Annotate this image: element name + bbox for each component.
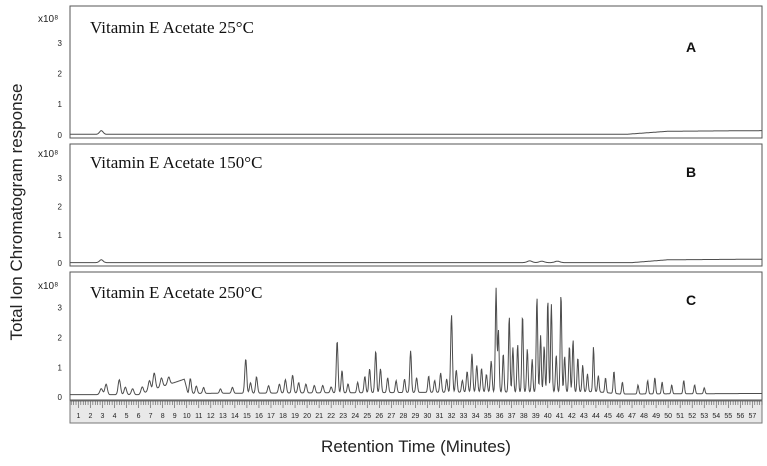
- x-tick-label: 20: [303, 413, 311, 420]
- x-tick-label: 19: [291, 413, 299, 420]
- panel-a-letter: A: [686, 39, 696, 55]
- y-axis-title: Total Ion Chromatogram response: [7, 83, 26, 340]
- panel-b-y-multiplier: x10⁸: [38, 149, 58, 160]
- x-tick-label: 15: [243, 413, 251, 420]
- y-tick-label: 3: [58, 304, 63, 313]
- panel-c-letter: C: [686, 292, 696, 308]
- x-tick-label: 35: [484, 413, 492, 420]
- x-tick-label: 26: [375, 413, 383, 420]
- x-tick-label: 48: [640, 413, 648, 420]
- x-tick-label: 21: [315, 413, 323, 420]
- x-tick-label: 6: [137, 413, 141, 420]
- panel-c-title: Vitamin E Acetate 250°C: [90, 283, 262, 302]
- x-tick-label: 43: [580, 413, 588, 420]
- x-tick-label: 41: [556, 413, 564, 420]
- panel-a-y-ticks: 0 1 2 3: [58, 39, 63, 140]
- x-tick-label: 33: [460, 413, 468, 420]
- x-tick-label: 53: [700, 413, 708, 420]
- panel-a-title: Vitamin E Acetate 25°C: [90, 18, 254, 37]
- x-tick-label: 54: [712, 413, 720, 420]
- panel-c-frame: [69, 271, 763, 401]
- x-tick-label: 55: [724, 413, 732, 420]
- x-tick-label: 8: [161, 413, 165, 420]
- x-tick-label: 1: [76, 413, 80, 420]
- y-tick-label: 1: [58, 231, 63, 240]
- x-tick-label: 50: [664, 413, 672, 420]
- x-tick-label: 57: [748, 413, 756, 420]
- x-axis-minor-ticks: [70, 401, 763, 408]
- x-tick-label: 36: [496, 413, 504, 420]
- y-tick-label: 1: [58, 363, 63, 372]
- x-tick-label: 7: [149, 413, 153, 420]
- x-tick-label: 16: [255, 413, 263, 420]
- x-tick-label: 37: [508, 413, 516, 420]
- x-axis: 1 2 3 4 5 6 7 8 9 10 11 12 13 14 15 16 17 18 19 20 21 22 23 24 2…: [69, 400, 763, 424]
- x-tick-label: 51: [676, 413, 684, 420]
- x-tick-label: 39: [532, 413, 540, 420]
- y-tick-label: 2: [58, 70, 63, 79]
- x-tick-label: 45: [604, 413, 612, 420]
- x-axis-tick-labels: 1 2 3 4 5 6 7 8 9 10 11 12 13 14 15 16 17 18 19 20 21 22 23 24 2…: [76, 413, 756, 420]
- x-tick-label: 14: [231, 413, 239, 420]
- y-tick-label: 1: [58, 100, 63, 109]
- x-tick-label: 28: [399, 413, 407, 420]
- y-tick-label: 0: [58, 393, 63, 402]
- x-tick-label: 47: [628, 413, 636, 420]
- x-tick-label: 29: [411, 413, 419, 420]
- x-tick-label: 32: [448, 413, 456, 420]
- y-tick-label: 3: [58, 174, 63, 183]
- panel-b-trace: [70, 258, 762, 264]
- x-tick-label: 52: [688, 413, 696, 420]
- panel-c: 0 1 2 3 x10⁸ Vitamin E Acetate 250°C C: [38, 271, 763, 402]
- panel-c-y-ticks: 0 1 2 3: [58, 304, 63, 402]
- panel-c-y-multiplier: x10⁸: [38, 281, 58, 292]
- panel-b-title: Vitamin E Acetate 150°C: [90, 153, 262, 172]
- panel-a: 0 1 2 3 x10⁸ Vitamin E Acetate 25°C A: [38, 5, 763, 140]
- panel-b-letter: B: [686, 164, 696, 180]
- x-tick-label: 12: [207, 413, 215, 420]
- x-tick-label: 38: [520, 413, 528, 420]
- x-tick-label: 22: [327, 413, 335, 420]
- x-tick-label: 24: [351, 413, 359, 420]
- x-tick-label: 42: [568, 413, 576, 420]
- x-tick-label: 56: [736, 413, 744, 420]
- x-tick-label: 2: [89, 413, 93, 420]
- x-axis-band: [69, 400, 763, 424]
- x-tick-label: 9: [173, 413, 177, 420]
- x-tick-label: 18: [279, 413, 287, 420]
- x-tick-label: 10: [183, 413, 191, 420]
- panel-a-frame: [69, 5, 763, 139]
- x-tick-label: 3: [101, 413, 105, 420]
- x-tick-label: 46: [616, 413, 624, 420]
- x-tick-label: 25: [363, 413, 371, 420]
- x-tick-label: 11: [195, 413, 202, 420]
- x-tick-label: 27: [387, 413, 395, 420]
- x-tick-label: 23: [339, 413, 347, 420]
- y-tick-label: 0: [58, 131, 63, 140]
- x-tick-label: 44: [592, 413, 600, 420]
- y-tick-label: 2: [58, 333, 63, 342]
- panel-b-y-ticks: 0 1 2 3: [58, 174, 63, 268]
- y-tick-label: 0: [58, 259, 63, 268]
- x-axis-title: Retention Time (Minutes): [321, 437, 511, 456]
- x-tick-label: 13: [219, 413, 227, 420]
- x-tick-label: 4: [113, 413, 117, 420]
- y-tick-label: 2: [58, 202, 63, 211]
- x-tick-label: 31: [436, 413, 444, 420]
- x-tick-label: 5: [125, 413, 129, 420]
- panel-b: 0 1 2 3 x10⁸ Vitamin E Acetate 150°C B: [38, 143, 763, 268]
- x-tick-label: 40: [544, 413, 552, 420]
- y-tick-label: 3: [58, 39, 63, 48]
- x-tick-label: 30: [424, 413, 432, 420]
- x-tick-label: 17: [267, 413, 275, 420]
- panel-c-trace: [70, 287, 762, 396]
- x-tick-label: 34: [472, 413, 480, 420]
- panel-a-trace: [70, 130, 762, 135]
- panel-a-y-multiplier: x10⁸: [38, 14, 58, 25]
- panel-b-frame: [69, 143, 763, 267]
- x-tick-label: 49: [652, 413, 660, 420]
